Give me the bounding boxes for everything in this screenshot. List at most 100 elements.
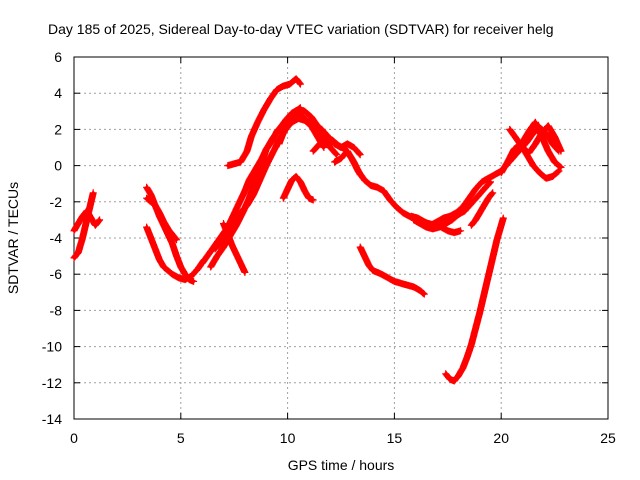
data-point xyxy=(330,138,334,142)
data-point xyxy=(271,136,275,140)
data-point xyxy=(358,173,362,177)
data-point xyxy=(72,256,76,260)
data-markers xyxy=(279,173,317,204)
data-point xyxy=(499,223,503,227)
data-point xyxy=(388,198,392,202)
data-point xyxy=(444,222,448,226)
data-point xyxy=(226,164,230,168)
data-point xyxy=(234,223,238,227)
data-point xyxy=(474,327,478,330)
data-point xyxy=(269,97,273,101)
data-point xyxy=(465,355,469,359)
data-point xyxy=(239,211,243,215)
data-point xyxy=(166,227,170,231)
data-point xyxy=(316,135,320,139)
data-point xyxy=(412,218,416,222)
data-point xyxy=(345,149,349,153)
data-point xyxy=(339,156,343,160)
data-point xyxy=(187,278,191,282)
data-point xyxy=(495,238,499,242)
data-point xyxy=(333,160,337,164)
data-point xyxy=(271,151,275,155)
data-point xyxy=(298,82,302,86)
data-point xyxy=(183,272,187,276)
chart-title: Day 185 of 2025, Sidereal Day-to-day VTE… xyxy=(48,21,554,37)
data-point xyxy=(544,176,548,180)
data-point xyxy=(153,247,157,251)
y-tick-label: -6 xyxy=(50,266,63,282)
data-point xyxy=(303,109,307,113)
data-point xyxy=(288,82,292,86)
data-point xyxy=(91,191,95,195)
data-point xyxy=(486,176,490,180)
data-point xyxy=(239,160,243,164)
data-point xyxy=(493,173,497,177)
data-point xyxy=(249,135,253,139)
data-point xyxy=(550,174,554,178)
series-arc-2 xyxy=(70,189,97,262)
series-arc-21 xyxy=(506,122,565,157)
data-point xyxy=(311,149,315,153)
data-point xyxy=(469,343,473,347)
data-point xyxy=(81,236,85,240)
data-point xyxy=(301,115,305,119)
data-point xyxy=(345,142,349,146)
x-tick-label: 15 xyxy=(387,430,403,446)
data-point xyxy=(521,146,525,149)
data-point xyxy=(456,212,460,216)
data-point xyxy=(431,227,435,231)
data-point xyxy=(149,236,153,240)
data-point xyxy=(463,209,467,213)
series-arc-14 xyxy=(331,147,364,179)
data-point xyxy=(85,218,89,222)
data-point xyxy=(318,142,322,146)
data-point xyxy=(499,171,503,175)
data-point xyxy=(215,254,219,258)
data-point xyxy=(149,200,153,204)
data-point xyxy=(209,265,213,269)
data-point xyxy=(281,131,285,135)
data-point xyxy=(512,147,516,151)
data-point xyxy=(506,160,510,164)
data-point xyxy=(294,77,298,81)
data-point xyxy=(442,216,446,220)
data-point xyxy=(294,174,298,178)
series-arc-10 xyxy=(224,75,304,170)
data-point xyxy=(538,171,542,175)
data-point xyxy=(486,274,490,278)
data-point xyxy=(480,180,484,184)
data-point xyxy=(380,272,384,276)
data-point xyxy=(469,223,473,227)
data-point xyxy=(157,211,161,215)
data-point xyxy=(170,272,174,276)
data-point xyxy=(409,214,413,218)
series-arc-19 xyxy=(442,214,507,385)
data-point xyxy=(247,178,251,182)
data-point xyxy=(290,111,294,115)
data-point xyxy=(213,247,217,251)
data-point xyxy=(324,136,328,140)
data-point xyxy=(277,142,281,146)
x-tick-label: 0 xyxy=(70,430,78,446)
data-point xyxy=(286,187,290,191)
data-point xyxy=(375,185,379,189)
series-arc-9 xyxy=(220,220,249,276)
data-point xyxy=(452,231,456,235)
data-point xyxy=(424,225,428,229)
series-arc-11 xyxy=(279,173,317,204)
data-series xyxy=(70,75,565,385)
data-point xyxy=(72,229,76,233)
data-point xyxy=(196,267,200,271)
data-point xyxy=(508,127,512,131)
y-tick-label: -8 xyxy=(50,302,63,318)
data-point xyxy=(296,107,300,111)
data-point xyxy=(386,276,390,280)
data-point xyxy=(281,84,285,88)
data-point xyxy=(200,261,204,265)
y-tick-label: -4 xyxy=(50,230,63,246)
x-tick-label: 20 xyxy=(493,430,509,446)
data-point xyxy=(239,198,243,202)
data-point xyxy=(309,115,313,119)
data-point xyxy=(352,160,356,164)
data-point xyxy=(322,146,326,149)
